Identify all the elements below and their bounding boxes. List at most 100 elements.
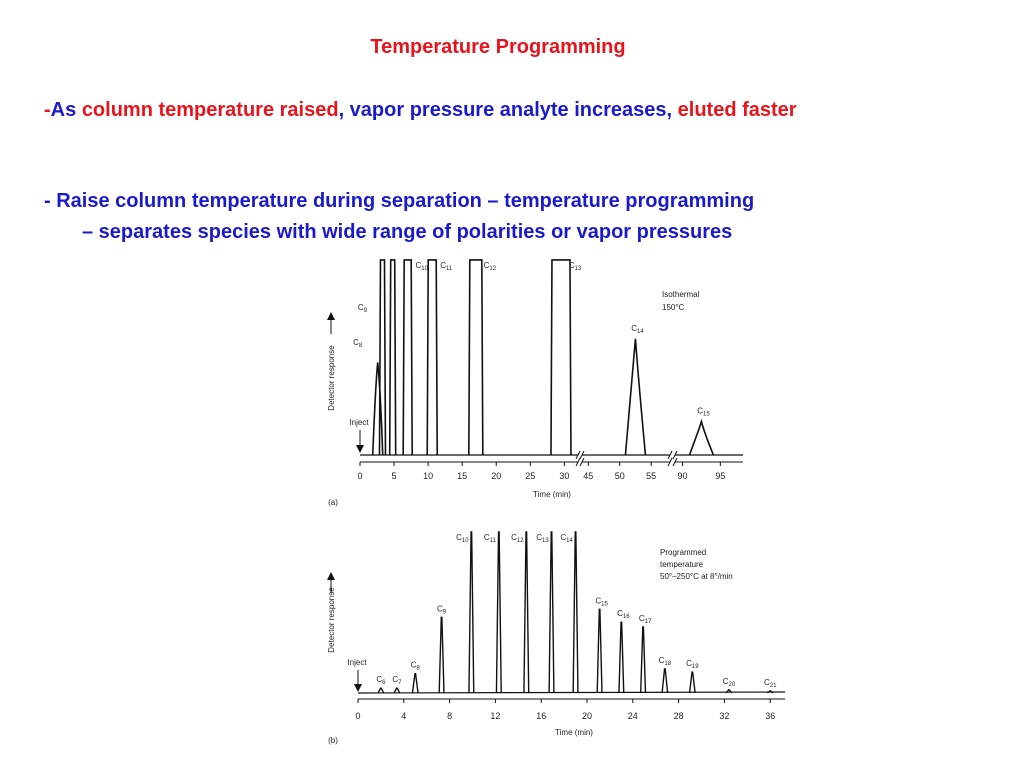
panel-label-a: (a) xyxy=(328,498,338,507)
peak-b xyxy=(411,672,419,694)
x-tick-label-b: 28 xyxy=(674,711,684,721)
peak-label-b: C13 xyxy=(536,533,549,544)
peak-label-a: C13 xyxy=(569,261,582,272)
peak-b xyxy=(438,616,445,694)
y-arrowhead-a xyxy=(327,312,335,320)
x-tick-label-b: 32 xyxy=(719,711,729,721)
panel-label-b: (b) xyxy=(328,736,338,745)
x-tick-label-b: 8 xyxy=(447,711,452,721)
x-tick-label-a: 45 xyxy=(583,471,593,481)
peak-label-b: C9 xyxy=(437,604,447,615)
peak-a xyxy=(688,418,715,456)
bullet1-as: As xyxy=(50,99,77,121)
peak-label-b: C16 xyxy=(617,609,630,620)
peak-label-a: C11 xyxy=(440,261,453,272)
peak-label-a: C14 xyxy=(631,324,644,335)
x-tick-label-b: 12 xyxy=(490,711,500,721)
y-axis-title-a: Detector response xyxy=(327,345,336,411)
trace-break-a xyxy=(579,450,585,460)
peak-b xyxy=(548,531,555,694)
x-tick-label-a: 30 xyxy=(559,471,569,481)
x-tick-label-a: 95 xyxy=(715,471,725,481)
peak-label-a: C15 xyxy=(697,407,710,418)
x-tick-label-b: 0 xyxy=(355,711,360,721)
peak-b xyxy=(618,621,625,694)
peak-label-a: C9 xyxy=(358,303,368,314)
annotation-a: Isothermal xyxy=(662,290,700,299)
axis-break-a xyxy=(672,457,678,467)
peak-b xyxy=(393,687,401,694)
bullet1-vapor: , vapor pressure analyte increases, xyxy=(338,99,673,121)
peak-b xyxy=(523,531,530,694)
x-tick-label-a: 5 xyxy=(392,471,397,481)
peak-b xyxy=(468,531,475,694)
axis-break-a xyxy=(575,457,581,467)
x-tick-label-a: 55 xyxy=(646,471,656,481)
trace-break-a xyxy=(672,450,678,460)
annotation-a: 150°C xyxy=(662,303,685,312)
x-tick-label-a: 10 xyxy=(423,471,433,481)
bullet-temperature-programming: - Raise column temperature during separa… xyxy=(44,186,1004,248)
inject-arrowhead-a xyxy=(356,445,364,453)
peak-label-b: C11 xyxy=(484,533,497,544)
axis-break-a xyxy=(667,457,673,467)
peak-b xyxy=(495,531,502,694)
x-tick-label-b: 16 xyxy=(536,711,546,721)
annotation-b: 50°–250°C at 8°/min xyxy=(660,572,733,581)
x-tick-label-b: 20 xyxy=(582,711,592,721)
x-tick-label-a: 50 xyxy=(615,471,625,481)
bullet-dash: - xyxy=(44,99,51,121)
peak-label-a: C10 xyxy=(415,261,428,272)
trace-break-a xyxy=(575,450,581,460)
peak-label-b: C15 xyxy=(595,596,608,607)
bullet2-line1: - Raise column temperature during separa… xyxy=(44,190,755,212)
peak-a xyxy=(371,362,384,456)
inject-arrowhead-b xyxy=(354,684,362,692)
bullet1-eluted: eluted faster xyxy=(677,99,797,121)
peak-b xyxy=(596,608,603,694)
bullet-vapor-pressure: -As column temperature raised, vapor pre… xyxy=(44,95,944,126)
peak-label-b: C6 xyxy=(376,675,386,686)
peak-label-b: C10 xyxy=(456,533,469,544)
peak-label-b: C7 xyxy=(392,675,402,686)
peak-b xyxy=(688,671,696,694)
peak-b xyxy=(725,689,733,694)
annotation-b: temperature xyxy=(660,560,704,569)
peak-a xyxy=(550,259,572,456)
peak-label-b: C20 xyxy=(723,677,736,688)
x-tick-label-a: 20 xyxy=(491,471,501,481)
peak-label-b: C12 xyxy=(511,533,524,544)
peak-a xyxy=(378,259,387,456)
peak-a xyxy=(388,259,397,456)
y-arrowhead-b xyxy=(327,572,335,580)
trace-break-a xyxy=(667,450,673,460)
peak-label-b: C17 xyxy=(639,614,652,625)
peak-b xyxy=(377,687,385,694)
x-tick-label-a: 0 xyxy=(357,471,362,481)
x-tick-label-a: 15 xyxy=(457,471,467,481)
peak-label-b: C8 xyxy=(411,661,421,672)
peak-a xyxy=(426,259,439,456)
peak-label-a: C8 xyxy=(353,338,363,349)
peak-b xyxy=(766,690,774,694)
slide-title: Temperature Programming xyxy=(370,36,626,58)
y-axis-title-b: Detector response xyxy=(327,587,336,653)
bullet2-line2: – separates species with wide range of p… xyxy=(82,221,733,243)
peak-a xyxy=(624,338,647,456)
axis-break-a xyxy=(579,457,585,467)
x-tick-label-a: 90 xyxy=(678,471,688,481)
x-tick-label-b: 36 xyxy=(765,711,775,721)
peak-label-b: C21 xyxy=(764,678,777,689)
x-tick-label-b: 24 xyxy=(628,711,638,721)
peak-b xyxy=(572,531,579,694)
peak-a xyxy=(402,259,413,456)
peak-b xyxy=(661,668,669,694)
baseline-b xyxy=(357,691,786,694)
peak-label-b: C14 xyxy=(560,533,573,544)
x-tick-label-a: 25 xyxy=(525,471,535,481)
x-axis-title-b: Time (min) xyxy=(555,728,593,737)
peak-b xyxy=(640,626,647,694)
peak-label-b: C18 xyxy=(659,656,672,667)
annotation-b: Programmed xyxy=(660,548,706,557)
